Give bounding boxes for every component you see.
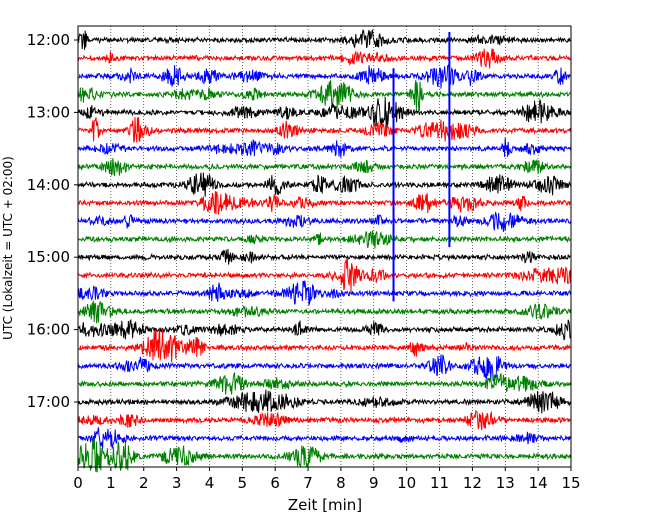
y-axis-ticks: 12:00 13:00 14:00 15:00 16:00 17:00 <box>27 31 78 411</box>
events-layer <box>392 32 451 302</box>
trace-row <box>77 172 572 197</box>
trace-row <box>77 280 572 306</box>
x-tick-label: 12 <box>463 474 482 492</box>
x-tick-label: 3 <box>172 474 182 492</box>
trace-row <box>77 248 571 265</box>
trace-row <box>77 300 572 324</box>
trace-row <box>77 230 571 249</box>
plot-frame <box>77 25 572 468</box>
trace-row <box>77 409 571 431</box>
x-tick-label: 6 <box>270 474 280 492</box>
trace-row <box>77 371 572 395</box>
trace-row <box>77 318 571 341</box>
trace-row <box>77 191 571 215</box>
trace-row <box>77 389 572 414</box>
trace-row <box>77 427 572 450</box>
x-tick-label: 0 <box>73 474 83 492</box>
x-tick-label: 9 <box>369 474 379 492</box>
trace-row <box>77 80 571 112</box>
x-tick-label: 5 <box>238 474 248 492</box>
x-tick-label: 8 <box>336 474 346 492</box>
y-tick-label: 13:00 <box>27 103 70 121</box>
trace-row <box>77 97 572 129</box>
trace-row <box>77 48 572 69</box>
y-tick-label: 17:00 <box>27 393 70 411</box>
x-tick-label: 13 <box>496 474 515 492</box>
trace-row <box>77 258 572 292</box>
x-tick-label: 14 <box>529 474 548 492</box>
trace-row <box>77 354 572 383</box>
trace-row <box>77 438 572 473</box>
y-tick-label: 12:00 <box>27 31 70 49</box>
y-tick-label: 16:00 <box>27 321 70 339</box>
trace-row <box>77 158 572 177</box>
x-axis-ticks: 0 1 2 3 4 5 6 7 8 9 10 11 12 13 14 15 <box>73 467 581 492</box>
x-axis-label: Zeit [min] <box>288 496 362 514</box>
y-tick-label: 14:00 <box>27 176 70 194</box>
traces-layer <box>77 29 572 473</box>
trace-row <box>77 64 571 89</box>
trace-row <box>77 29 571 50</box>
x-tick-label: 2 <box>139 474 149 492</box>
x-tick-label: 4 <box>205 474 215 492</box>
x-tick-label: 15 <box>561 474 580 492</box>
x-tick-label: 7 <box>303 474 313 492</box>
trace-row <box>77 210 572 232</box>
y-axis-label: UTC (Lokalzeit = UTC + 02:00) <box>1 156 15 340</box>
trace-row <box>77 329 571 363</box>
trace-row <box>77 117 572 143</box>
x-tick-label: 1 <box>106 474 116 492</box>
x-tick-label: 10 <box>397 474 416 492</box>
y-tick-label: 15:00 <box>27 248 70 266</box>
x-tick-label: 11 <box>430 474 449 492</box>
trace-row <box>77 137 572 158</box>
